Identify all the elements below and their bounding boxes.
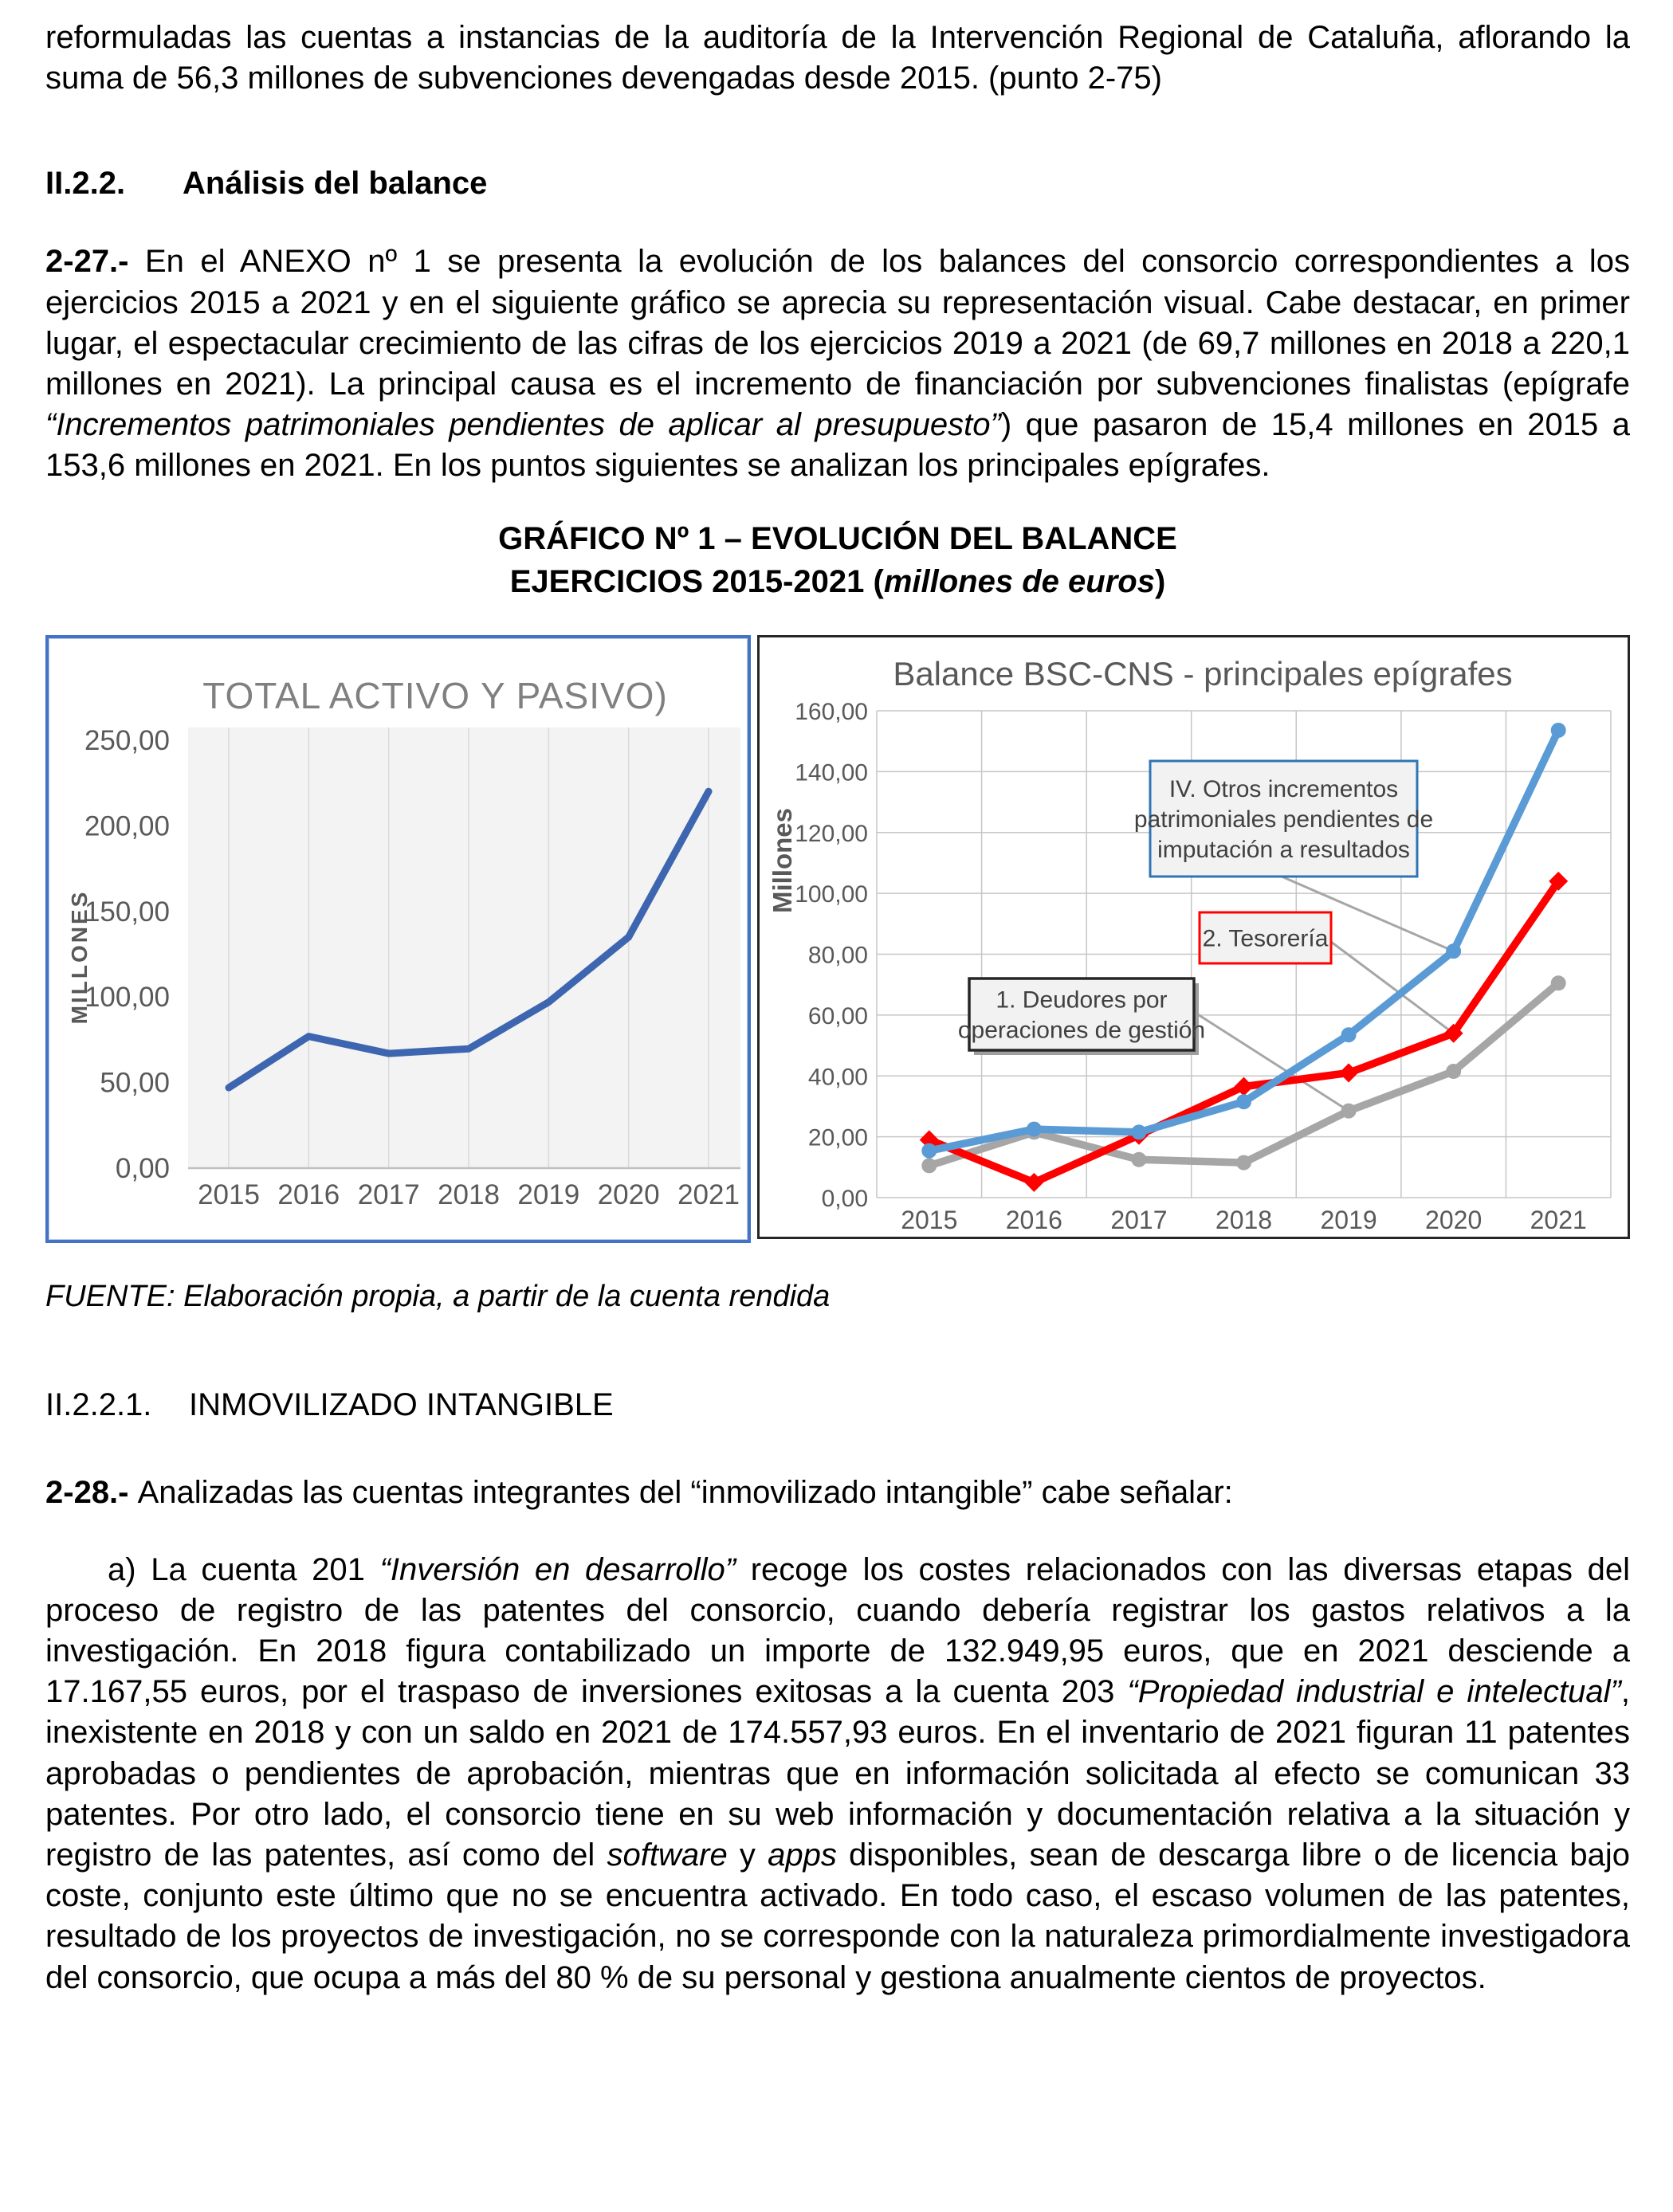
right-chart-xtick: 2017 — [1110, 1206, 1167, 1234]
left-chart-xtick: 2021 — [677, 1179, 740, 1210]
annotation-text: patrimoniales pendientes de — [1134, 806, 1433, 833]
marker — [1550, 975, 1566, 990]
text-run: software — [607, 1837, 728, 1873]
annotation-box-2 — [968, 976, 1196, 1052]
text-run: Analizadas las cuentas integrantes del “… — [137, 1474, 1233, 1510]
right-chart-ytick: 140,00 — [795, 759, 868, 786]
left-chart-xtick: 2019 — [517, 1179, 579, 1210]
left-chart-ytick: 100,00 — [84, 982, 170, 1013]
right-chart-xtick: 2020 — [1425, 1206, 1482, 1234]
paragraph-2-28: 2-28.- Analizadas las cuentas integrante… — [45, 1473, 1630, 1513]
right-chart-ytick: 120,00 — [795, 820, 868, 846]
charts-row: TOTAL ACTIVO Y PASIVO) MILLONES 250,00 200,… — [45, 634, 1630, 1243]
marker — [1131, 1151, 1147, 1167]
marker — [1446, 943, 1462, 959]
text-run: apps — [768, 1837, 837, 1873]
left-chart-ytick: 50,00 — [100, 1067, 170, 1098]
text-run: “Propiedad industrial e intelectual” — [1127, 1674, 1621, 1710]
annotation-text: 2. Tesorería — [1203, 925, 1329, 951]
chart-total-activo-pasivo-svg: TOTAL ACTIVO Y PASIVO) MILLONES 250,00 200,… — [67, 675, 740, 1210]
source-note: FUENTE: Elaboración propia, a partir de … — [45, 1279, 831, 1313]
chart-heading-line2: EJERCICIOS 2015-2021 (millones de euros) — [45, 560, 1630, 603]
marker — [1339, 1062, 1359, 1082]
left-chart-line-total — [225, 787, 713, 1092]
right-chart-xtick: 2016 — [1006, 1206, 1062, 1234]
marker — [1550, 722, 1566, 738]
chart-total-activo-pasivo: TOTAL ACTIVO Y PASIVO) MILLONES 250,00 200,… — [45, 634, 751, 1243]
marker — [1446, 1063, 1462, 1079]
left-chart-ytick: 150,00 — [84, 896, 170, 927]
marker — [1026, 1121, 1042, 1137]
chart-heading: GRÁFICO Nº 1 – EVOLUCIÓN DEL BALANCE EJE… — [45, 517, 1630, 603]
marker — [921, 1157, 937, 1173]
text-run: 2-28.- — [45, 1474, 138, 1510]
heading-text: INMOVILIZADO INTANGIBLE — [189, 1386, 614, 1422]
text-run: GRÁFICO Nº 1 – EVOLUCIÓN DEL BALANCE — [498, 520, 1177, 556]
text-run: a) La cuenta 201 — [108, 1551, 380, 1587]
right-chart-ytick: 0,00 — [822, 1186, 868, 1212]
annotation-box-1 — [1198, 911, 1333, 964]
left-chart-xtick: 2016 — [277, 1179, 340, 1210]
text-run: millones de euros — [883, 563, 1155, 599]
paragraph-2-27: 2-27.- En el ANEXO nº 1 se presenta la e… — [45, 241, 1630, 486]
left-chart-xtick: 2020 — [598, 1179, 660, 1210]
text-run: y — [727, 1837, 768, 1873]
right-chart-xtick: 2021 — [1530, 1206, 1587, 1234]
left-chart-xtick: 2018 — [438, 1179, 500, 1210]
annotation-text: imputación a resultados — [1157, 837, 1410, 863]
right-chart-ytick: 100,00 — [795, 881, 868, 908]
chart-balance-bsc-cns-svg: Balance BSC-CNS - principales epígrafes M… — [768, 655, 1612, 1234]
heading-number: II.2.2.1. — [45, 1386, 152, 1422]
annotation-box-0 — [1149, 759, 1419, 877]
right-chart-ytick: 60,00 — [808, 1002, 868, 1029]
right-chart-ylabel: Millones — [768, 807, 797, 912]
left-chart-ytick: 200,00 — [84, 810, 170, 841]
marker — [1236, 1155, 1251, 1171]
right-chart-xtick: 2018 — [1215, 1206, 1272, 1234]
left-chart-xtick: 2015 — [198, 1179, 260, 1210]
paragraph-intro: reformuladas las cuentas a instancias de… — [45, 18, 1630, 99]
right-chart-ytick: 160,00 — [795, 699, 868, 725]
marker — [1236, 1093, 1251, 1109]
text-run: disponibles, sean de descarga libre o de… — [45, 1837, 1630, 1995]
left-chart-title: TOTAL ACTIVO Y PASIVO) — [202, 675, 668, 716]
heading-analisis-balance: II.2.2. Análisis del balance — [45, 166, 1630, 202]
text-run: “Inversión en desarrollo” — [379, 1551, 736, 1587]
paragraph-a-cuenta-201: a) La cuenta 201 “Inversión en desarroll… — [45, 1550, 1630, 1998]
left-chart-xtick: 2017 — [358, 1179, 420, 1210]
right-chart-title: Balance BSC-CNS - principales epígrafes — [893, 655, 1512, 692]
left-chart-ylabel: MILLONES — [67, 889, 92, 1024]
right-chart-xtick: 2019 — [1320, 1206, 1376, 1234]
text-run: 2-27.- — [45, 244, 145, 280]
annotation-text: operaciones de gestión — [958, 1017, 1205, 1043]
annotation-text: IV. Otros incrementos — [1169, 776, 1398, 802]
marker — [1341, 1026, 1357, 1042]
chart-balance-bsc-cns: Balance BSC-CNS - principales epígrafes M… — [757, 634, 1630, 1239]
right-chart-xtick: 2015 — [901, 1206, 957, 1234]
heading-inmovilizado-intangible: II.2.2.1. INMOVILIZADO INTANGIBLE — [45, 1387, 1630, 1423]
text-run: En el ANEXO nº 1 se presenta la evolució… — [45, 244, 1630, 402]
text-run: ) que pasaron de 15,4 millones en 2015 a… — [45, 407, 1630, 484]
right-chart-ytick: 20,00 — [808, 1124, 868, 1151]
heading-text: Análisis del balance — [183, 166, 488, 202]
text-run: EJERCICIOS 2015-2021 ( — [509, 563, 884, 599]
heading-number: II.2.2. — [45, 166, 126, 202]
text-run: recoge los costes relacionados con las d… — [45, 1551, 1630, 1710]
text-run: reformuladas las cuentas a instancias de… — [45, 20, 1630, 96]
annotation-text: 1. Deudores por — [996, 986, 1167, 1013]
marker — [1131, 1124, 1147, 1139]
marker — [1341, 1103, 1357, 1119]
right-chart-ytick: 80,00 — [808, 942, 868, 968]
text-run: “Incrementos patrimoniales pendientes de… — [45, 407, 1001, 443]
left-chart-ytick: 250,00 — [84, 725, 170, 756]
left-chart-ytick: 0,00 — [116, 1153, 170, 1184]
chart-heading-line1: GRÁFICO Nº 1 – EVOLUCIÓN DEL BALANCE — [45, 517, 1630, 560]
text-run: , inexistente en 2018 y con un saldo en … — [45, 1674, 1630, 1873]
marker — [1234, 1077, 1254, 1096]
marker — [921, 1143, 937, 1159]
text-run: ) — [1154, 563, 1166, 599]
right-chart-ytick: 40,00 — [808, 1064, 868, 1090]
